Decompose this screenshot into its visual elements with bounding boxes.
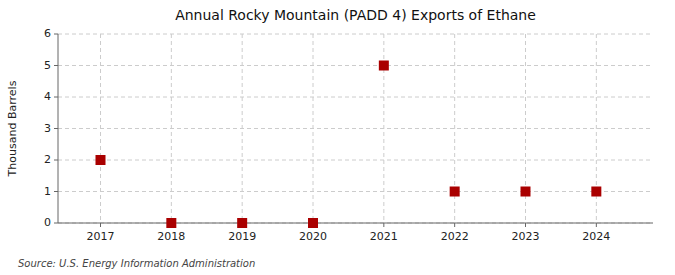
y-tick-label: 6 (44, 27, 51, 40)
x-tick-label: 2017 (87, 230, 115, 243)
points (96, 61, 602, 229)
y-tick-label: 4 (44, 90, 51, 103)
x-tick-label: 2023 (512, 230, 540, 243)
x-tick-label: 2022 (441, 230, 469, 243)
x-grid-line (242, 34, 243, 223)
y-grid-line (58, 160, 653, 161)
point (450, 187, 460, 197)
point (591, 187, 601, 197)
y-tick (54, 34, 58, 35)
x-tick-label: 2019 (228, 230, 256, 243)
x-grid-line (100, 34, 101, 223)
y-tick (54, 191, 58, 192)
x-tick (454, 223, 455, 227)
y-tick-label: 5 (44, 59, 51, 72)
y-axis-line (58, 34, 59, 223)
title: Annual Rocky Mountain (PADD 4) Exports o… (175, 7, 536, 23)
point (166, 218, 176, 228)
x-tick (383, 223, 384, 227)
y-tick (54, 97, 58, 98)
y-grid-line (58, 191, 653, 192)
x-grid-line (171, 34, 172, 223)
point (237, 218, 247, 228)
y-grid-line (58, 97, 653, 98)
y-tick-label: 1 (44, 185, 51, 198)
x-tick-label: 2024 (582, 230, 610, 243)
y-tick-label: 0 (44, 216, 51, 229)
y-tick-label: 2 (44, 153, 51, 166)
y-grid-line (58, 223, 653, 224)
y-tick (54, 128, 58, 129)
point (96, 155, 106, 165)
y-tick (54, 160, 58, 161)
chart: 0 1 2 3 4 5 6 2017 2018 2019 2020 2021 2022 2023 2024 A… (0, 0, 675, 275)
point (379, 61, 389, 71)
x-tick-label: 2021 (370, 230, 398, 243)
source: Source: U.S. Energy Information Administ… (18, 258, 255, 269)
x-tick (596, 223, 597, 227)
x-tick (525, 223, 526, 227)
x-tick-label: 2020 (299, 230, 327, 243)
x-axis-line (58, 223, 653, 224)
x-tick-label: 2018 (157, 230, 185, 243)
point (308, 218, 318, 228)
y-axis-label: Thousand Barrels (6, 80, 19, 177)
y-grid-line (58, 34, 653, 35)
y-grid-line (58, 128, 653, 129)
y-tick (54, 65, 58, 66)
axes: 0 1 2 3 4 5 6 2017 2018 2019 2020 2021 2022 2023 2024 (44, 27, 653, 243)
x-tick (100, 223, 101, 227)
y-tick (54, 223, 58, 224)
point (521, 187, 531, 197)
y-tick-label: 3 (44, 122, 51, 135)
grid (58, 34, 653, 223)
y-grid-line (58, 65, 653, 66)
x-grid-line (313, 34, 314, 223)
